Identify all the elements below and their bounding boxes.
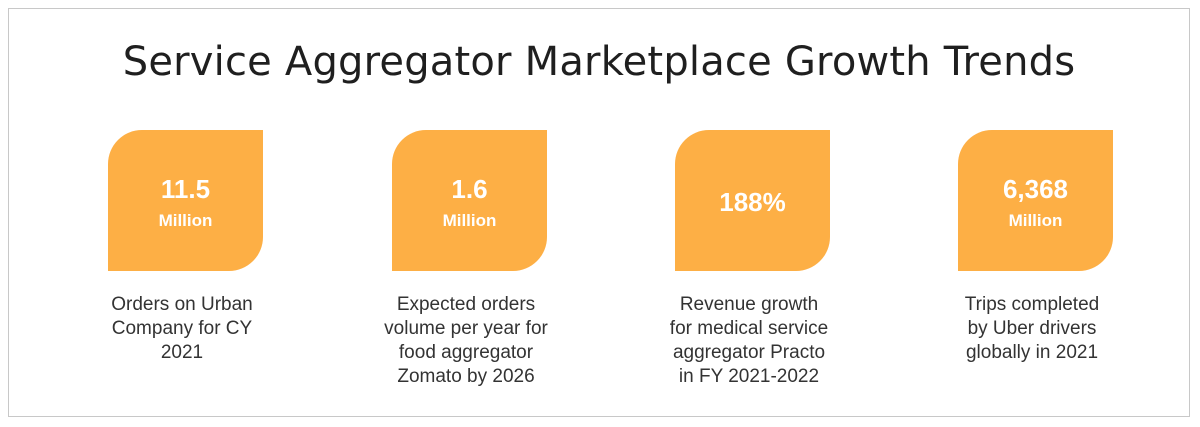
stat-unit: Million [442,211,497,230]
stat-description: Orders on Urban Company for CY 2021 [42,293,322,365]
stat-description: Revenue growth for medical service aggre… [609,293,889,389]
stat-description-line: Company for CY [111,318,253,339]
stat-description-line: in FY 2021-2022 [678,366,820,387]
stat-description-line: 2021 [160,342,204,363]
stat-badge: 1.6 Million [392,130,547,271]
stat-badge: 11.5 Million [108,130,263,271]
stat-value: 6,368 [1002,174,1069,204]
stat-description-line: for medical service [669,318,829,339]
stat-description: Expected orders volume per year for food… [326,293,606,389]
stat-description-line: globally in 2021 [965,342,1099,363]
stat-badge: 188% [675,130,830,271]
stat-description-line: volume per year for [384,318,548,339]
stat-description-line: food aggregator [398,342,534,363]
stat-description: Trips completed by Uber drivers globally… [892,293,1172,365]
stat-badge: 6,368 Million [958,130,1113,271]
stat-value: 188% [719,187,786,217]
stat-unit: Million [158,211,213,230]
stat-description-line: Revenue growth [679,294,819,315]
infographic-card: Service Aggregator Marketplace Growth Tr… [8,8,1190,417]
stat-description-line: by Uber drivers [967,318,1097,339]
stat-description-line: Orders on Urban [111,294,253,315]
stat-value: 1.6 [451,174,488,204]
stat-description-line: Trips completed [964,294,1100,315]
stat-description-line: Zomato by 2026 [397,366,535,387]
stat-description-line: Expected orders [396,294,536,315]
page-title: Service Aggregator Marketplace Growth Tr… [122,39,1076,85]
stat-unit: Million [1008,211,1063,230]
stat-description-line: aggregator Practo [672,342,826,363]
stat-value: 11.5 [160,174,211,204]
